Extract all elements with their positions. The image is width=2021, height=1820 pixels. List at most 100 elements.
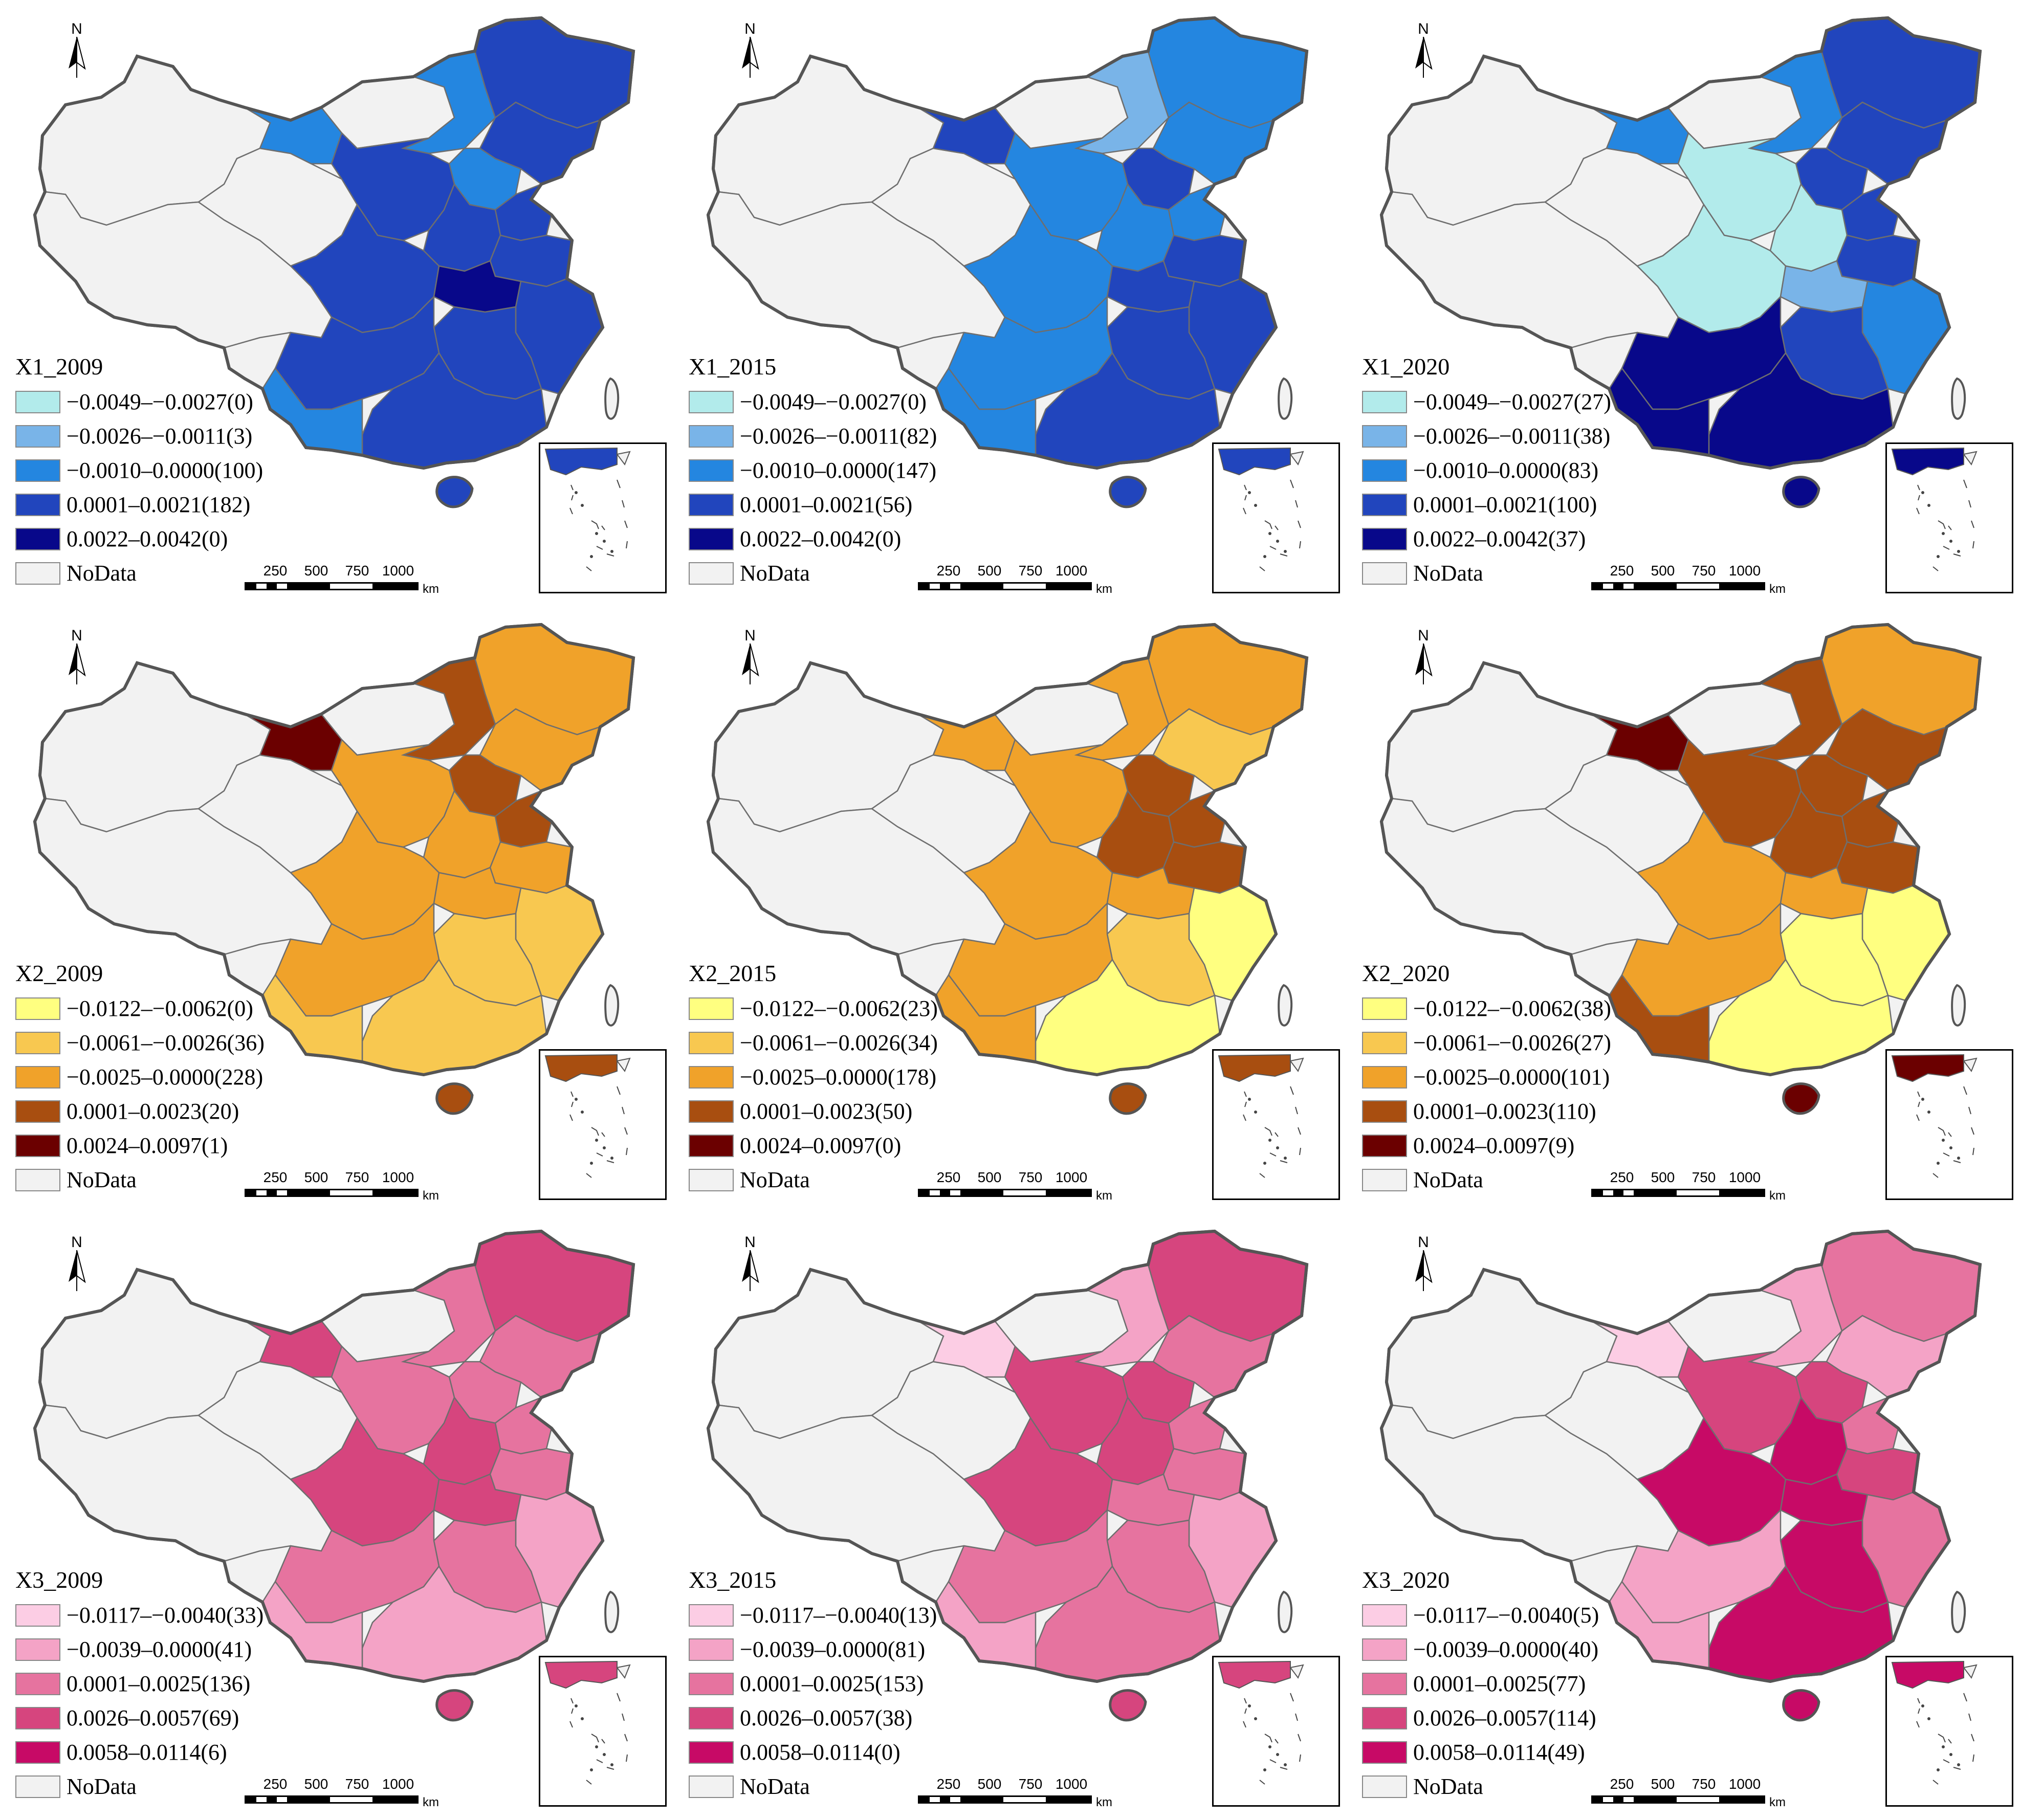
scale-tick-label: 250 — [1610, 1776, 1634, 1792]
scale-bar: 250 500 750 1000 km — [1591, 1776, 1806, 1812]
north-label: N — [744, 20, 756, 37]
legend-label: −0.0010–0.0000(147) — [740, 458, 937, 483]
legend-label: 0.0001–0.0023(50) — [740, 1099, 913, 1124]
legend-swatch — [15, 1741, 60, 1764]
north-arrow: N — [61, 20, 92, 82]
legend-label: 0.0058–0.0114(6) — [67, 1740, 227, 1765]
north-arrow: N — [735, 1234, 765, 1295]
legend-item: 0.0001–0.0023(20) — [15, 1094, 265, 1128]
legend-item: −0.0117–−0.0040(33) — [15, 1598, 263, 1632]
scale-tick-label: 500 — [977, 1776, 1002, 1792]
scale-bar: 250 500 750 1000 km — [918, 1776, 1133, 1812]
legend-label: 0.0024–0.0097(1) — [67, 1133, 228, 1158]
scale-tick-label: 250 — [936, 1169, 961, 1185]
legend-item: −0.0117–−0.0040(13) — [689, 1598, 937, 1632]
legend-swatch — [15, 527, 60, 550]
legend-item: −0.0025–0.0000(228) — [15, 1060, 265, 1094]
legend-swatch — [689, 1066, 734, 1089]
legend-label: 0.0022–0.0042(0) — [740, 526, 902, 551]
legend-label: −0.0026–−0.0011(3) — [67, 424, 253, 449]
legend-item: 0.0024–0.0097(0) — [689, 1128, 938, 1163]
scale-tick-label: 750 — [345, 1169, 369, 1185]
map-panel-x1-2015: N X1_2015 −0.0049–−0.0027(0) −0.0026–−0.0… — [677, 0, 1351, 607]
north-label: N — [71, 1234, 82, 1251]
legend-label: 0.0001–0.0021(56) — [740, 492, 913, 517]
choropleth-map — [33, 623, 635, 1115]
north-arrow: N — [735, 20, 765, 82]
legend-label: 0.0024–0.0097(0) — [740, 1133, 902, 1158]
legend-label: −0.0061–−0.0026(36) — [67, 1030, 265, 1055]
south-china-sea-inset — [1885, 1049, 2013, 1200]
legend-item: 0.0026–0.0057(38) — [689, 1701, 937, 1735]
north-arrow: N — [1408, 1234, 1439, 1295]
legend-label: −0.0039–0.0000(40) — [1413, 1637, 1599, 1662]
legend-label: 0.0001–0.0025(77) — [1413, 1671, 1586, 1696]
legend-swatch — [15, 1672, 60, 1695]
legend-swatch — [689, 1168, 734, 1191]
map-panel-x3-2020: N X3_2020 −0.0117–−0.0040(5) −0.0039–0.00… — [1351, 1213, 2021, 1820]
choropleth-map — [706, 16, 1309, 508]
legend-label: −0.0010–0.0000(83) — [1413, 458, 1599, 483]
legend-swatch — [689, 1706, 734, 1729]
legend-item: NoData — [689, 1769, 937, 1804]
scale-tick-label: 750 — [1018, 1169, 1043, 1185]
legend-label: 0.0022–0.0042(37) — [1413, 526, 1586, 551]
choropleth-map — [706, 1229, 1309, 1722]
north-label: N — [71, 627, 82, 644]
inset-map — [544, 1660, 631, 1785]
hainan-island — [435, 476, 474, 508]
legend-label: 0.0001–0.0025(136) — [67, 1671, 251, 1696]
region-polygon — [474, 17, 634, 129]
legend-item: −0.0049–−0.0027(27) — [1362, 385, 1611, 419]
legend-swatch — [15, 459, 60, 482]
legend: X3_2020 −0.0117–−0.0040(5) −0.0039–0.0000… — [1362, 1566, 1599, 1804]
scale-tick-label: 500 — [1651, 1776, 1675, 1792]
taiwan-island — [1278, 377, 1293, 420]
legend-label: −0.0049–−0.0027(0) — [740, 389, 927, 414]
region-polygon — [1147, 624, 1308, 736]
choropleth-map — [1379, 1229, 1982, 1722]
map-panel-x2-2020: N X2_2020 −0.0122–−0.0062(38) −0.0061–−0.… — [1351, 607, 2021, 1213]
legend-label: −0.0049–−0.0027(27) — [1413, 389, 1611, 414]
legend-label: 0.0001–0.0023(110) — [1413, 1099, 1596, 1124]
legend-label: −0.0117–−0.0040(13) — [740, 1603, 937, 1628]
south-china-sea-inset — [539, 1656, 667, 1807]
legend-item: −0.0122–−0.0062(23) — [689, 991, 938, 1026]
legend-item: 0.0022–0.0042(0) — [689, 522, 937, 556]
region-polygon — [1820, 1230, 1981, 1342]
legend-swatch — [689, 1775, 734, 1798]
legend-item: −0.0039–0.0000(81) — [689, 1632, 937, 1667]
region-polygon — [474, 624, 634, 736]
choropleth-map — [33, 1229, 635, 1722]
map-panel-x2-2015: N X2_2015 −0.0122–−0.0062(23) −0.0061–−0.… — [677, 607, 1351, 1213]
hainan-island — [1109, 476, 1147, 508]
legend-label: −0.0061–−0.0026(34) — [740, 1030, 938, 1055]
country-border — [706, 16, 1309, 470]
legend-swatch — [1362, 1638, 1407, 1661]
legend-item: 0.0001–0.0025(153) — [689, 1667, 937, 1701]
scale-tick-label: 1000 — [1055, 563, 1088, 579]
legend-label: 0.0058–0.0114(49) — [1413, 1740, 1585, 1765]
legend-item: −0.0010–0.0000(100) — [15, 453, 263, 487]
legend-swatch — [689, 1604, 734, 1627]
north-label: N — [1418, 627, 1429, 644]
scale-tick-label: 1000 — [1055, 1169, 1088, 1185]
legend-label: −0.0039–0.0000(41) — [67, 1637, 252, 1662]
scale-tick-label: 250 — [1610, 1169, 1634, 1185]
country-border — [33, 16, 635, 470]
legend-item: NoData — [689, 556, 937, 590]
legend-swatch — [1362, 1604, 1407, 1627]
region-polygon — [1147, 17, 1308, 129]
scale-tick-label: 750 — [1018, 1776, 1043, 1792]
legend-title: X3_2015 — [689, 1567, 777, 1593]
region-polygon — [1820, 17, 1981, 129]
legend-swatch — [15, 1638, 60, 1661]
legend-swatch — [15, 562, 60, 585]
country-border — [33, 1229, 635, 1683]
legend: X3_2015 −0.0117–−0.0040(13) −0.0039–0.000… — [689, 1566, 937, 1804]
taiwan-island — [1278, 984, 1293, 1027]
map-panel-x2-2009: N X2_2009 −0.0122–−0.0062(0) −0.0061–−0.0… — [4, 607, 677, 1213]
legend-swatch — [15, 1134, 60, 1157]
legend-item: −0.0010–0.0000(147) — [689, 453, 937, 487]
scale-tick-label: 750 — [345, 1776, 369, 1792]
